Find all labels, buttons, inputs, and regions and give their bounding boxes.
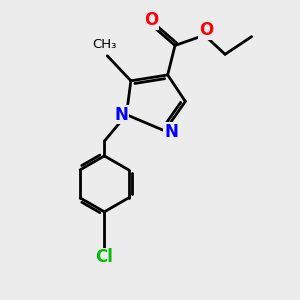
Text: Cl: Cl <box>95 248 113 266</box>
Text: N: N <box>114 106 128 124</box>
Text: O: O <box>144 11 159 29</box>
Text: N: N <box>164 123 178 141</box>
Text: O: O <box>199 21 213 39</box>
Text: CH₃: CH₃ <box>92 38 116 51</box>
